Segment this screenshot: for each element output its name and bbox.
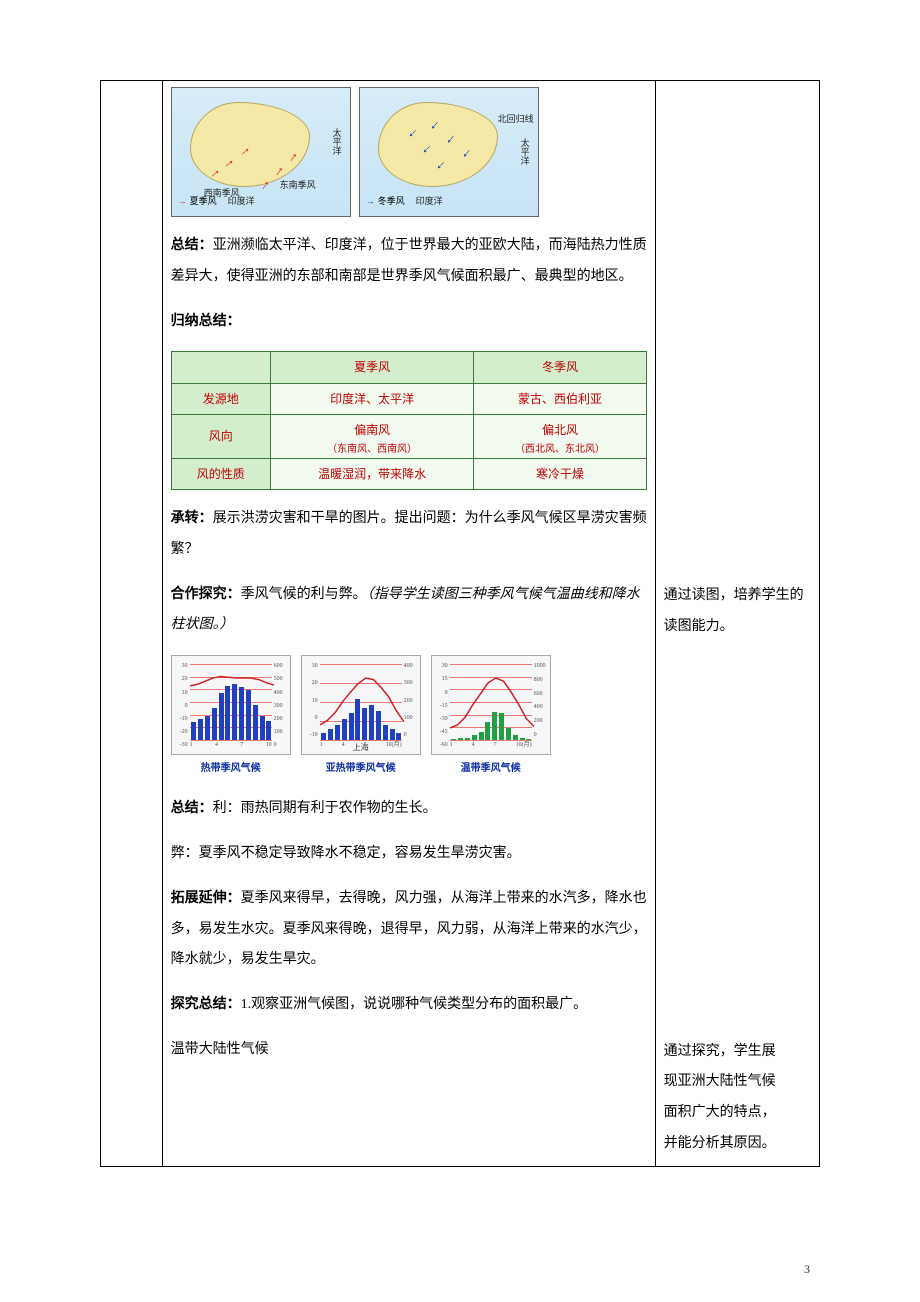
layout-table: → → → → → → 东南季风 西南季风 印度洋 太平洋 → — [100, 80, 820, 1167]
cell: 偏南风 （东南风、西南风） — [270, 415, 474, 458]
inq-ans: 温带大陆性气候 — [171, 1035, 647, 1066]
ext-para: 拓展延伸：夏季风来得早，去得晚，风力强，从海洋上带来的水汽多，降水也多，易发生水… — [171, 884, 647, 976]
col-left — [101, 81, 163, 1167]
chart-caption: 热带季风气候 — [171, 758, 291, 780]
ext-label: 拓展延伸： — [171, 891, 241, 906]
table-row: 风向 偏南风 （东南风、西南风） 偏北风 （西北风、东北风） — [171, 415, 646, 458]
cell: 蒙古、西伯利亚 — [474, 383, 646, 414]
map-label-tropic: 北回归线 — [498, 110, 534, 130]
map-label-pacific: 太平洋 — [514, 138, 534, 165]
chart-subtropical: 3020100-10400300200100014710(月)上海 亚热带季风气… — [301, 655, 421, 780]
cell: 温暖湿润，带来降水 — [270, 458, 474, 489]
winter-legend: → 冬季风 — [366, 192, 405, 212]
transition-para: 承转：展示洪涝灾害和干旱的图片。提出问题：为什么季风气候区旱涝灾害频繁？ — [171, 504, 647, 566]
chart-tropical: 3020100-10-20-30600500400300200100014710… — [171, 655, 291, 780]
coop-para: 合作探究：季风气候的利与弊。（指导学生读图三种季风气候气温曲线和降水柱状图。） — [171, 580, 647, 642]
climate-charts: 3020100-10-20-30600500400300200100014710… — [171, 655, 647, 780]
inq-label: 探究总结： — [171, 997, 241, 1012]
sidebar-text-2c: 面积广大的特点， — [664, 1098, 811, 1129]
chart-caption: 温带季风气候 — [431, 758, 551, 780]
winter-monsoon-map: → → → → → → 印度洋 北回归线 太平洋 → 冬季风 — [359, 87, 539, 217]
col-head: 冬季风 — [474, 352, 646, 383]
coop-label: 合作探究： — [171, 587, 241, 602]
page: → → → → → → 东南季风 西南季风 印度洋 太平洋 → — [0, 0, 920, 1302]
chart-caption: 亚热带季风气候 — [301, 758, 421, 780]
transition-label: 承转： — [171, 511, 213, 526]
legend-text: 夏季风 — [190, 192, 217, 212]
table-row: 夏季风 冬季风 — [171, 352, 646, 383]
cell-sub: （西北风、东北风） — [478, 444, 641, 456]
summary2-label: 总结： — [171, 801, 213, 816]
arrow-icon: → — [366, 192, 375, 212]
spacer — [664, 87, 811, 567]
chart-box: 3020100-10400300200100014710(月)上海 — [301, 655, 421, 755]
sidebar-text-2a: 通过探究，学生展 — [664, 1037, 811, 1068]
page-number: 3 — [804, 1256, 810, 1282]
col-mid: → → → → → → 东南季风 西南季风 印度洋 太平洋 → — [162, 81, 655, 1167]
monsoon-table: 夏季风 冬季风 发源地 印度洋、太平洋 蒙古、西伯利亚 风向 偏南风 — [171, 351, 647, 490]
sidebar-text-1: 通过读图，培养学生的读图能力。 — [664, 581, 811, 643]
summary2-bad: 弊：夏季风不稳定导致降水不稳定，容易发生旱涝灾害。 — [171, 839, 647, 870]
spacer — [664, 657, 811, 1037]
cell: 印度洋、太平洋 — [270, 383, 474, 414]
monsoon-maps: → → → → → → 东南季风 西南季风 印度洋 太平洋 → — [171, 87, 647, 217]
table-row: 风的性质 温暖湿润，带来降水 寒冷干燥 — [171, 458, 646, 489]
summary2-text: 利：雨热同期有利于农作物的生长。 — [213, 801, 437, 816]
cell: 寒冷干燥 — [474, 458, 646, 489]
cell-main: 偏南风 — [275, 417, 470, 443]
coop-text: 季风气候的利与弊。 — [241, 587, 367, 602]
induce-label: 归纳总结： — [171, 307, 647, 338]
row-head: 风的性质 — [171, 458, 270, 489]
col-head: 夏季风 — [270, 352, 474, 383]
ext-text: 夏季风来得早，去得晚，风力强，从海洋上带来的水汽多，降水也多，易发生水灾。夏季风… — [171, 891, 647, 968]
arrow-icon: → — [178, 192, 187, 212]
cell-sub: （东南风、西南风） — [275, 444, 470, 456]
cell-main: 偏北风 — [478, 417, 641, 443]
chart-box: 3020100-10-20-30600500400300200100014710 — [171, 655, 291, 755]
map-label-indian: 印度洋 — [228, 192, 255, 212]
map-label-pacific: 太平洋 — [326, 128, 346, 155]
chart-box: 30150-15-30-45-601000800600400200014710(… — [431, 655, 551, 755]
cell: 偏北风 （西北风、东北风） — [474, 415, 646, 458]
map-label-indian: 印度洋 — [416, 192, 443, 212]
sidebar-text-2b: 现亚洲大陆性气候 — [664, 1067, 811, 1098]
summer-monsoon-map: → → → → → → 东南季风 西南季风 印度洋 太平洋 → — [171, 87, 351, 217]
map-label-se: 东南季风 — [280, 176, 316, 196]
chart-temperate: 30150-15-30-45-601000800600400200014710(… — [431, 655, 551, 780]
row-head: 发源地 — [171, 383, 270, 414]
summer-legend: → 夏季风 — [178, 192, 217, 212]
transition-text: 展示洪涝灾害和干旱的图片。提出问题：为什么季风气候区旱涝灾害频繁？ — [171, 511, 647, 557]
table-corner — [171, 352, 270, 383]
summary-text: 亚洲濒临太平洋、印度洋，位于世界最大的亚欧大陆，而海陆热力性质差异大，使得亚洲的… — [171, 238, 647, 284]
legend-text: 冬季风 — [378, 192, 405, 212]
table-row: 发源地 印度洋、太平洋 蒙古、西伯利亚 — [171, 383, 646, 414]
inq-text: 1.观察亚洲气候图，说说哪种气候类型分布的面积最广。 — [241, 997, 588, 1012]
summary-label: 总结： — [171, 238, 213, 253]
summary-para: 总结：亚洲濒临太平洋、印度洋，位于世界最大的亚欧大陆，而海陆热力性质差异大，使得… — [171, 231, 647, 293]
col-right: 通过读图，培养学生的读图能力。 通过探究，学生展 现亚洲大陆性气候 面积广大的特… — [655, 81, 819, 1167]
sidebar-text-2d: 并能分析其原因。 — [664, 1129, 811, 1160]
summary2-para: 总结：利：雨热同期有利于农作物的生长。 — [171, 794, 647, 825]
row-head: 风向 — [171, 415, 270, 458]
inq-para: 探究总结：1.观察亚洲气候图，说说哪种气候类型分布的面积最广。 — [171, 990, 647, 1021]
